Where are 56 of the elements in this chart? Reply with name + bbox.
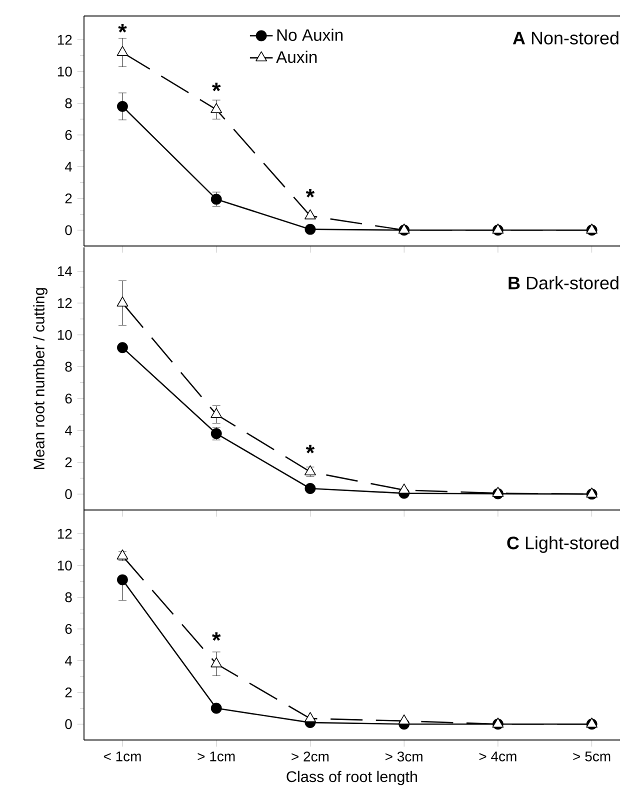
point — [117, 342, 128, 354]
point — [116, 46, 128, 56]
point — [117, 100, 128, 112]
x-tick-label: > 4cm — [479, 752, 516, 762]
point — [398, 484, 410, 494]
x-tick-label: > 3cm — [386, 752, 422, 762]
point — [210, 702, 222, 714]
y-tick-label: 6 — [65, 624, 72, 634]
point — [117, 574, 128, 586]
annotation: * — [118, 24, 127, 33]
text: C Light-stored — [507, 536, 618, 553]
x-tick-label: > 1cm — [198, 752, 235, 762]
y-tick-label: 14 — [58, 266, 72, 276]
y-tick-label: 2 — [65, 457, 72, 468]
point — [304, 224, 316, 235]
y-tick-label: 4 — [64, 656, 72, 666]
x-tick-label: < 1cm — [104, 752, 141, 762]
y-tick-label: 6 — [65, 130, 72, 140]
y-tick-label: 10 — [58, 66, 72, 76]
x-tick-label: > 2cm — [292, 752, 329, 762]
y-tick-label: 8 — [65, 98, 72, 108]
y-tick-label: 8 — [65, 362, 72, 372]
y-tick-label: 2 — [65, 194, 72, 204]
y-tick-label: 10 — [58, 330, 72, 340]
y-tick-label: 12 — [58, 34, 72, 45]
y-tick-label: 12 — [58, 298, 72, 308]
point — [210, 103, 222, 114]
point — [492, 486, 504, 497]
x-tick-label: > 5cm — [573, 752, 610, 762]
y-axis-title: Mean root number / cutting — [33, 288, 48, 470]
legend-label: Auxin — [276, 50, 317, 64]
point — [210, 408, 222, 418]
y-tick-label: 4 — [64, 162, 72, 172]
text: A Non-stored — [512, 31, 618, 44]
y-tick-label: 10 — [58, 560, 72, 570]
y-tick-label: 4 — [64, 426, 72, 436]
annotation: * — [212, 632, 221, 641]
annotation: * — [212, 82, 221, 92]
legend-label: No Auxin — [277, 28, 343, 41]
point — [304, 483, 316, 494]
point — [304, 209, 316, 220]
annotation: * — [306, 189, 315, 198]
point — [116, 296, 128, 307]
y-tick-label: 0 — [65, 225, 72, 236]
point — [398, 714, 410, 724]
point — [210, 657, 222, 668]
y-tick-label: 0 — [65, 489, 72, 500]
y-tick-label: 2 — [65, 688, 72, 698]
y-tick-label: 0 — [65, 719, 72, 730]
x-axis-title: Class of root length — [286, 770, 418, 786]
y-tick-label: 12 — [58, 528, 72, 539]
point — [304, 712, 316, 722]
y-tick-label: 6 — [65, 394, 72, 404]
annotation: * — [306, 444, 315, 454]
y-tick-label: 8 — [65, 592, 72, 602]
text: B Dark-stored — [508, 276, 618, 290]
